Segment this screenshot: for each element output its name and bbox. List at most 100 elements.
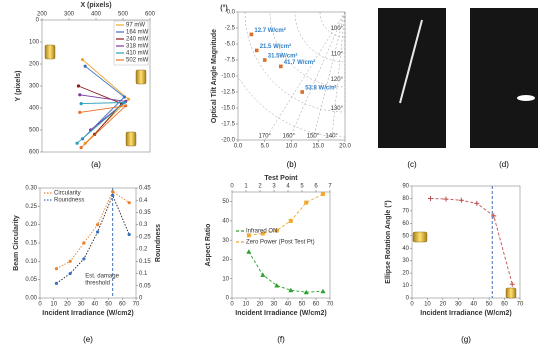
y-tick-label: 70	[402, 208, 409, 214]
y-tick-label: -5.0	[225, 42, 236, 48]
y-tick-label: 0.05	[25, 277, 37, 283]
x-tick-label: 20.0	[339, 144, 351, 150]
x-tick-label: 0	[38, 302, 42, 308]
x2-tick-label: 6	[314, 184, 318, 190]
legend-label: 97 mW	[126, 23, 145, 29]
gold-cylinder	[135, 69, 147, 85]
spot	[517, 95, 535, 101]
angle-label: 100°	[331, 26, 344, 32]
y-axis-label: Aspect Ratio	[205, 224, 212, 267]
x-tick-label: 0	[230, 302, 234, 308]
x-tick-label: 200	[37, 12, 48, 18]
y-tick-label: -20.0	[221, 138, 235, 144]
legend-label: Zero Power (Post Test Pt)	[246, 240, 315, 246]
legend-label: 240 mW	[126, 37, 149, 43]
angle-label: 170°	[259, 134, 272, 140]
marker	[274, 282, 280, 288]
marker	[458, 197, 464, 203]
y2-tick-label: 0.2	[139, 247, 148, 253]
y-tick-label: 0.20	[25, 222, 37, 228]
y-tick-label: 50	[402, 233, 409, 239]
y-tick-label: 0.00	[25, 296, 37, 302]
marker	[78, 93, 82, 97]
legend-label: 410 mW	[126, 51, 149, 57]
x-tick-label: 30	[78, 302, 85, 308]
y2-tick-label: 0.05	[139, 283, 151, 289]
y-tick-label: 0.0	[227, 10, 236, 16]
x2-tick-label: 0	[230, 184, 234, 190]
legend-label: 318 mW	[126, 44, 149, 50]
y-tick-label: 0	[226, 296, 230, 302]
marker	[246, 249, 252, 254]
point-label: 21.5 W/cm²	[260, 43, 291, 50]
panel-label: (f)	[277, 335, 285, 344]
panel-label: (a)	[91, 160, 101, 169]
y2-axis-label: Roundness	[155, 224, 162, 262]
x-tick-label: 600	[145, 12, 156, 18]
point	[279, 64, 283, 69]
legend-label: Roundness	[54, 198, 84, 204]
marker	[78, 110, 82, 114]
x2-tick-label: 2	[258, 184, 262, 190]
gold-cylinder	[44, 44, 56, 60]
marker	[68, 271, 72, 276]
radial-line	[288, 11, 346, 141]
marker	[127, 201, 131, 205]
marker	[111, 193, 115, 197]
marker	[76, 84, 81, 88]
marker	[82, 241, 86, 245]
radial-line	[331, 11, 346, 141]
series-line	[248, 251, 324, 293]
x-axis-label: Incident Irradiance (W/cm2)	[42, 310, 133, 317]
x-tick-label: 30	[455, 302, 462, 308]
x-tick-label: 20	[64, 302, 71, 308]
marker	[82, 257, 86, 261]
x-axis-label: Incident Irradiance (W/cm2)	[420, 310, 511, 317]
y-tick-label: 0.10	[25, 259, 37, 265]
y2-tick-label: 0.35	[139, 210, 151, 216]
panel-label: (e)	[83, 335, 93, 344]
y-tick-label: 200	[29, 62, 40, 68]
y-tick-label: -17.5	[221, 122, 235, 128]
y-tick-label: -10.0	[221, 74, 235, 80]
y-tick-label: -2.5	[225, 26, 236, 32]
x-tick-label: 60	[313, 302, 320, 308]
x2-tick-label: 5	[300, 184, 304, 190]
x-tick-label: 60	[119, 302, 126, 308]
point-label: 31.5W/cm²	[268, 53, 298, 60]
radial-line	[312, 11, 346, 141]
x-tick-label: 10	[50, 302, 57, 308]
y-axis-label: Optical Tilt Angle Magnitude	[211, 29, 218, 123]
marker	[246, 233, 251, 238]
annotation: Est. damage	[85, 274, 119, 280]
x-tick-label: 70	[133, 302, 140, 308]
x-tick-label: 50	[299, 302, 306, 308]
x-tick-label: 40	[92, 302, 99, 308]
y-tick-label: 30	[222, 238, 229, 244]
marker	[68, 259, 72, 263]
marker	[428, 195, 434, 201]
point	[254, 48, 259, 53]
x-axis-label: X (pixels)	[80, 2, 111, 9]
x-tick-label: 0.0	[234, 144, 243, 150]
x-tick-label: 300	[64, 12, 75, 18]
y-tick-label: -12.5	[221, 90, 235, 96]
y2-tick-label: 0.45	[139, 186, 151, 192]
marker	[304, 200, 309, 205]
marker	[96, 223, 100, 227]
y-tick-label: -7.5	[225, 58, 236, 64]
marker	[288, 218, 293, 223]
x-tick-label: 20	[440, 302, 447, 308]
y-axis-label: Beam Circularity	[13, 215, 20, 271]
y-tick-label: -15.0	[221, 106, 235, 112]
y-tick-label: 300	[29, 84, 40, 90]
x-tick-label: 70	[517, 302, 524, 308]
x-tick-label: 15.0	[312, 144, 324, 150]
marker	[122, 100, 126, 105]
angle-label: 160°	[283, 134, 296, 140]
x-tick-label: 10	[243, 302, 250, 308]
legend-box	[113, 20, 149, 66]
legend-label: 502 mW	[126, 58, 149, 64]
marker	[509, 281, 515, 287]
marker	[75, 141, 79, 145]
